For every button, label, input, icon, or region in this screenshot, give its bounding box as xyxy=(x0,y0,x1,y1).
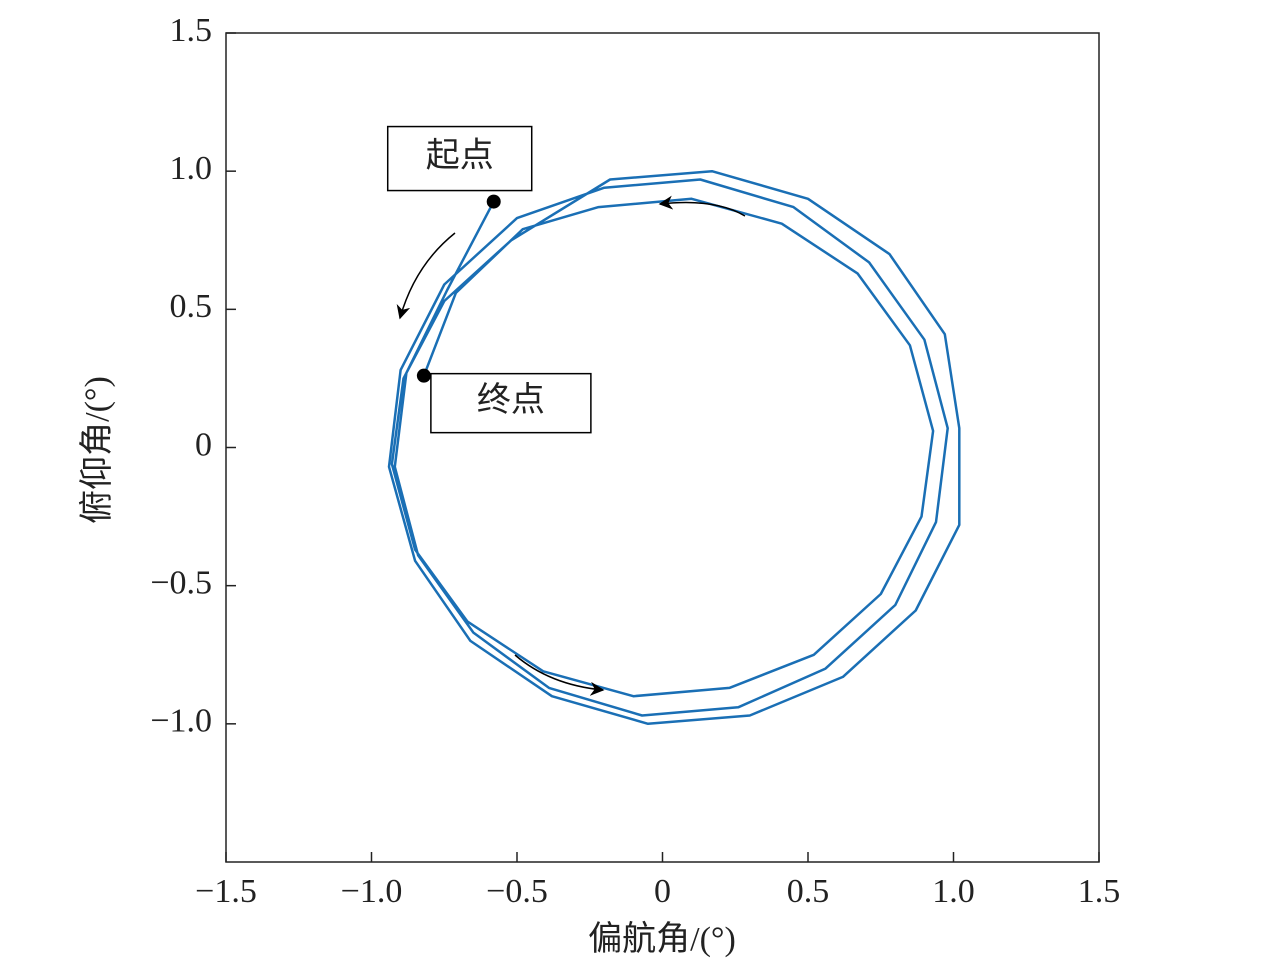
x-tick-label: −0.5 xyxy=(486,873,548,910)
direction-arrow xyxy=(396,232,456,320)
y-tick-label: 0 xyxy=(195,426,212,463)
annotation-point xyxy=(486,194,501,209)
x-tick-label: 1.0 xyxy=(932,873,975,910)
plot-area: −1.5 −1.0 −0.5 0 0.5 1.0 1.5 −1.0 −0.5 0 0.5 1.0 1.5… xyxy=(150,12,1120,910)
y-tick-label: 1.5 xyxy=(170,12,213,49)
annotation-label: 终点 xyxy=(477,381,545,419)
annotation-box xyxy=(430,372,592,434)
y-axis-label: 俯仰角/(°) xyxy=(78,376,116,524)
x-tick-label: 1.5 xyxy=(1078,873,1121,910)
x-tick-label: 0.5 xyxy=(787,873,830,910)
data-line xyxy=(387,169,961,726)
annotation-label: 起点 xyxy=(426,136,494,174)
annotation-point xyxy=(416,368,431,383)
direction-arrow xyxy=(658,195,746,217)
direction-arrow xyxy=(514,654,605,696)
x-axis-label: 偏航角/(°) xyxy=(588,920,736,958)
x-tick-label: −1.5 xyxy=(195,873,257,910)
y-tick-label: −1.0 xyxy=(150,703,212,740)
x-tick-label: −1.0 xyxy=(341,873,403,910)
annotation-box xyxy=(386,125,533,192)
x-tick-label: 0 xyxy=(654,873,671,910)
y-tick-label: 0.5 xyxy=(170,288,213,325)
y-tick-label: −0.5 xyxy=(150,564,212,601)
y-tick-label: 1.0 xyxy=(170,150,213,187)
plot-frame xyxy=(225,32,1100,863)
